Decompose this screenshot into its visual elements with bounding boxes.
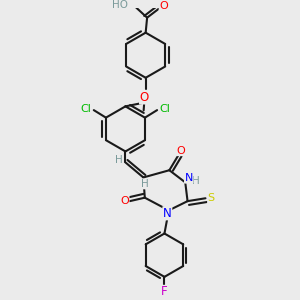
Text: S: S	[208, 193, 215, 203]
Text: O: O	[159, 1, 168, 10]
Text: N: N	[184, 173, 193, 183]
Text: H: H	[115, 155, 123, 165]
Text: O: O	[176, 146, 185, 156]
Text: Cl: Cl	[80, 104, 91, 114]
Text: O: O	[120, 196, 129, 206]
Text: O: O	[140, 91, 149, 104]
Text: HO: HO	[112, 0, 128, 10]
Text: F: F	[161, 285, 168, 298]
Text: Cl: Cl	[160, 104, 171, 114]
Text: N: N	[163, 207, 172, 220]
Text: H: H	[192, 176, 200, 186]
Text: H: H	[141, 179, 149, 189]
